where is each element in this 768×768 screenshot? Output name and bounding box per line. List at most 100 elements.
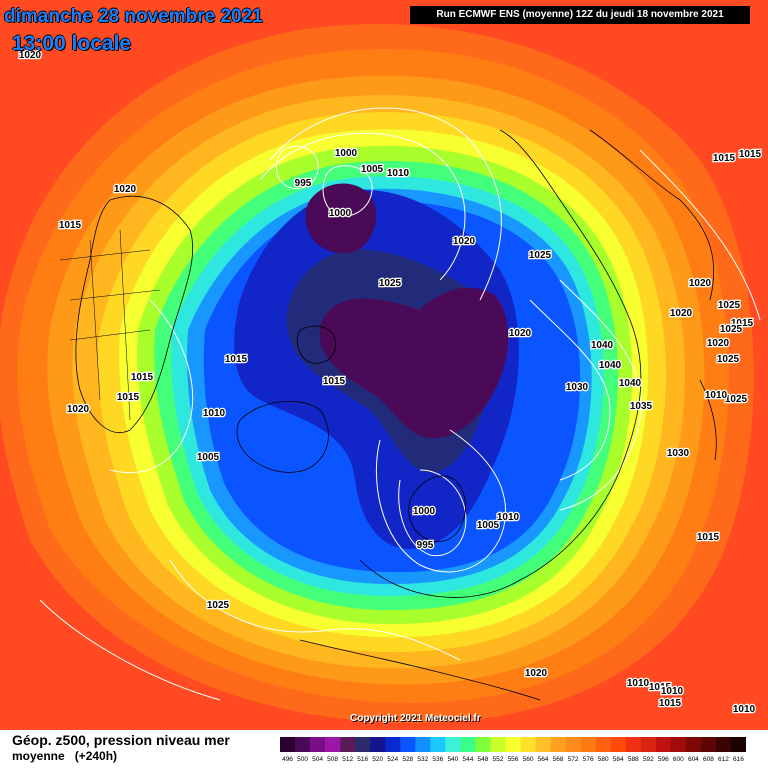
pressure-label: 1040 <box>599 360 622 371</box>
coastline-asia-east <box>589 129 715 301</box>
pressure-label: 1015 <box>713 153 736 164</box>
pressure-label: 1015 <box>697 532 720 543</box>
scale-swatch <box>655 737 672 752</box>
pressure-label: 1000 <box>335 148 358 159</box>
pressure-contour <box>109 299 194 474</box>
scale-value-label: 592 <box>643 756 654 763</box>
coastline-greenland <box>236 400 329 473</box>
pressure-label: 1005 <box>361 164 384 175</box>
pressure-contour <box>559 279 642 511</box>
pressure-label: 1015 <box>731 318 754 329</box>
pressure-label: 1025 <box>720 324 743 335</box>
scale-value-label: 516 <box>357 756 368 763</box>
pressure-label: 1020 <box>509 328 532 339</box>
scale-swatch <box>565 737 581 752</box>
scale-swatch <box>325 737 341 752</box>
pressure-label: 1015 <box>131 372 154 383</box>
scale-value-label: 616 <box>733 756 744 763</box>
scale-value-label: 580 <box>598 756 609 763</box>
scale-value-label: 608 <box>703 756 714 763</box>
scale-swatch <box>625 737 642 752</box>
pressure-label: 1015 <box>225 354 248 365</box>
coastline-scandinavia <box>408 475 466 542</box>
scale-value-label: 540 <box>447 756 458 763</box>
scale-value-label: 600 <box>673 756 684 763</box>
border-line <box>59 229 161 421</box>
pressure-label: 1015 <box>659 698 682 709</box>
scale-swatch <box>610 737 627 752</box>
pressure-label: 1020 <box>19 50 42 61</box>
isohypse-bands <box>0 24 754 723</box>
lead-time: (+240h) <box>74 749 118 763</box>
scale-value-label: 596 <box>658 756 669 763</box>
scale-value-label: 604 <box>688 756 699 763</box>
pressure-label: 1020 <box>453 236 476 247</box>
scale-swatch <box>730 737 746 752</box>
color-scale-legend: 496 500 504 508 512 516 520 524 528 532 536 540 544 5… <box>280 737 746 763</box>
pressure-label: 1010 <box>497 512 520 523</box>
map-title: Géop. z500, pression niveau mer <box>12 732 230 748</box>
pressure-contour <box>169 559 461 661</box>
pressure-label: 1020 <box>114 184 137 195</box>
scale-swatch <box>445 737 461 752</box>
pressure-label: 1030 <box>566 382 589 393</box>
scale-value-label: 532 <box>417 756 428 763</box>
scale-value-label: 508 <box>327 756 338 763</box>
scale-value-label: 568 <box>553 756 564 763</box>
pressure-label: 1030 <box>667 448 690 459</box>
scale-swatch <box>535 737 551 752</box>
scale-value-label: 572 <box>568 756 579 763</box>
scale-swatch <box>715 737 732 752</box>
scale-value-label: 520 <box>372 756 383 763</box>
scale-swatch <box>430 737 446 752</box>
pressure-label: 1005 <box>197 452 220 463</box>
pressure-contour <box>398 469 467 557</box>
pressure-label: 1035 <box>630 401 653 412</box>
band-512 <box>319 287 509 439</box>
forecast-local-time: 13:00 locale <box>12 32 132 55</box>
pressure-label: 1020 <box>67 404 90 415</box>
pressure-contour <box>322 165 373 217</box>
pressure-label: 1020 <box>670 308 693 319</box>
coastline-eurasia <box>359 129 642 598</box>
pressure-label: 1020 <box>689 278 712 289</box>
scale-swatch <box>355 737 371 752</box>
map-subtitle: moyenne (+240h) <box>12 749 117 763</box>
pressure-label: 1025 <box>717 354 740 365</box>
pressure-label: 1010 <box>387 168 410 179</box>
pressure-label: 1005 <box>477 520 500 531</box>
pressure-contour <box>375 429 507 573</box>
scale-swatch <box>685 737 702 752</box>
pressure-label: 1010 <box>705 390 728 401</box>
pressure-label: 1020 <box>525 668 548 679</box>
scale-value-label: 564 <box>538 756 549 763</box>
scale-value-label: 556 <box>508 756 519 763</box>
scale-value-label: 588 <box>628 756 639 763</box>
pressure-contour <box>529 299 611 481</box>
copyright-notice: Copyright 2021 Meteociel.fr <box>350 713 481 724</box>
scale-swatch <box>520 737 536 752</box>
scale-swatch <box>295 737 311 752</box>
pressure-label: 1025 <box>529 250 552 261</box>
scale-value-label: 500 <box>297 756 308 763</box>
forecast-date: dimanche 28 novembre 2021 <box>4 6 263 27</box>
sea-level-pressure-contours <box>39 107 761 701</box>
pressure-label: 1010 <box>661 686 684 697</box>
scale-value-label: 552 <box>493 756 504 763</box>
scale-swatch <box>310 737 326 752</box>
model-run-info: Run ECMWF ENS (moyenne) 12Z du jeudi 18 … <box>410 6 750 24</box>
pressure-contour <box>259 132 466 281</box>
scale-value-label: 536 <box>432 756 443 763</box>
pressure-label: 1025 <box>718 300 741 311</box>
coastline-europe-south <box>299 639 541 701</box>
pressure-label: 1025 <box>725 394 748 405</box>
pressure-label: 1010 <box>627 678 650 689</box>
pressure-label: 995 <box>417 540 434 551</box>
pressure-label: 1040 <box>591 340 614 351</box>
pressure-label: 1015 <box>59 220 82 231</box>
pressure-label: 1025 <box>379 278 402 289</box>
pressure-label: 995 <box>295 178 312 189</box>
scale-swatch <box>280 737 296 752</box>
